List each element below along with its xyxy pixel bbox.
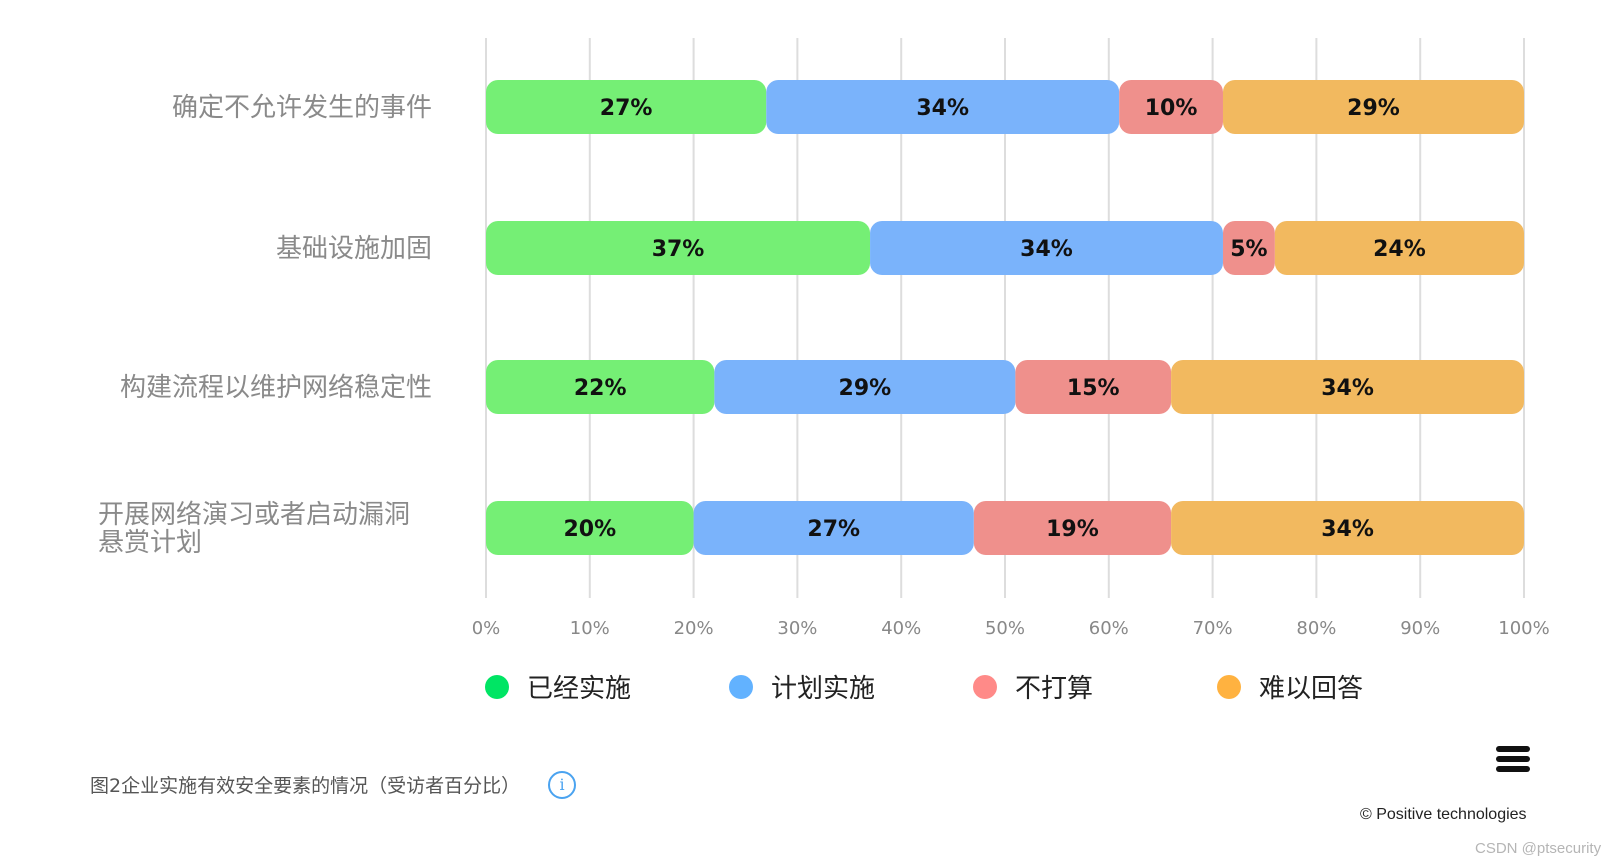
bar-segment — [1171, 501, 1524, 555]
legend-marker — [485, 675, 509, 699]
x-tick-label: 40% — [881, 618, 921, 639]
bar-segment — [766, 80, 1120, 134]
bar-segment — [486, 80, 767, 134]
bar-segment — [1015, 360, 1172, 414]
bar-value-label: 29% — [1347, 96, 1400, 121]
bar-value-label: 34% — [1321, 517, 1374, 542]
bar-segment — [486, 221, 871, 275]
legend-label: 计划实施 — [771, 674, 875, 704]
x-tick-label: 50% — [985, 618, 1025, 639]
figure-caption: 图2企业实施有效安全要素的情况（受访者百分比） — [90, 775, 521, 797]
legend-marker — [729, 675, 753, 699]
bar-segment — [1171, 360, 1524, 414]
bar-value-label: 27% — [600, 96, 653, 121]
legend-label: 难以回答 — [1259, 674, 1363, 704]
positive-technologies-logo — [1496, 746, 1530, 772]
watermark-text: CSDN @ptsecurity — [1475, 840, 1602, 857]
info-icon[interactable]: i — [548, 771, 576, 799]
bar-segment — [1274, 221, 1524, 275]
bar-segment — [486, 501, 694, 555]
legend-label: 不打算 — [1015, 674, 1093, 704]
category-label: 悬赏计划 — [98, 528, 202, 558]
copyright-text: © Positive technologies — [1360, 806, 1527, 823]
category-label: 确定不允许发生的事件 — [172, 93, 432, 123]
bar-segment — [973, 501, 1172, 555]
bar-value-label: 29% — [839, 376, 892, 401]
bar-segment — [486, 360, 715, 414]
bar-value-label: 22% — [574, 376, 627, 401]
bar-segment — [693, 501, 974, 555]
bar-segment — [1222, 80, 1524, 134]
x-tick-label: 20% — [674, 618, 714, 639]
bar-value-label: 20% — [563, 517, 616, 542]
bar-segment — [1119, 80, 1223, 134]
bar-value-label: 37% — [652, 237, 705, 262]
category-label: 基础设施加固 — [276, 234, 432, 264]
bar-segment — [714, 360, 1016, 414]
bar-segment — [870, 221, 1223, 275]
x-tick-label: 60% — [1089, 618, 1129, 639]
legend-label: 已经实施 — [527, 674, 631, 704]
bar-value-label: 19% — [1046, 517, 1099, 542]
bar-value-label: 15% — [1067, 376, 1120, 401]
legend-marker — [1217, 675, 1241, 699]
bar-value-label: 34% — [1321, 376, 1374, 401]
bar-value-label: 27% — [807, 517, 860, 542]
x-tick-label: 90% — [1400, 618, 1440, 639]
bar-value-label: 10% — [1145, 96, 1198, 121]
x-tick-label: 70% — [1193, 618, 1233, 639]
category-label: 开展网络演习或者启动漏洞 — [98, 500, 410, 530]
x-tick-label: 10% — [570, 618, 610, 639]
bar-value-label: 34% — [916, 96, 969, 121]
bar-segment — [1222, 221, 1275, 275]
bar-value-label: 24% — [1373, 237, 1426, 262]
x-tick-label: 100% — [1498, 618, 1549, 639]
x-tick-label: 0% — [472, 618, 501, 639]
bar-value-label: 5% — [1230, 237, 1267, 262]
x-tick-label: 80% — [1296, 618, 1336, 639]
x-tick-label: 30% — [777, 618, 817, 639]
legend-marker — [973, 675, 997, 699]
bar-value-label: 34% — [1020, 237, 1073, 262]
category-label: 构建流程以维护网络稳定性 — [120, 373, 432, 403]
